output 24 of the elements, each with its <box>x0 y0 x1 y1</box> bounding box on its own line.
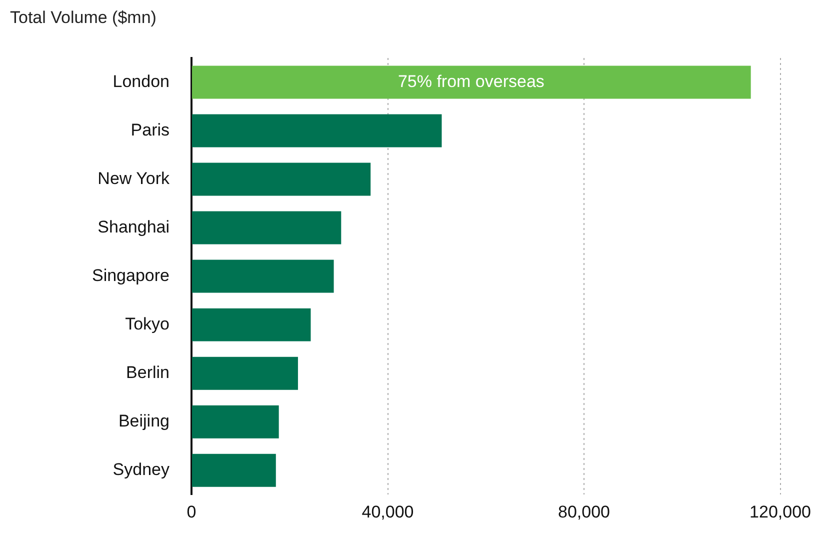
y-tick-label: Singapore <box>92 266 170 285</box>
x-tick-label: 120,000 <box>750 502 811 522</box>
chart-title: Total Volume ($mn) <box>10 8 156 28</box>
y-tick-label: Tokyo <box>125 314 170 334</box>
bar <box>192 260 334 293</box>
y-tick-label: London <box>112 72 170 91</box>
bar <box>192 162 371 196</box>
bar <box>192 66 751 99</box>
bar <box>192 114 442 148</box>
annotation: 75% from overseas <box>398 72 544 91</box>
y-tick-label: Paris <box>130 120 170 140</box>
bar <box>192 405 279 438</box>
bar <box>192 308 311 342</box>
bar <box>192 211 342 244</box>
y-tick-label: Beijing <box>118 412 170 431</box>
y-tick-label: New York <box>98 168 170 188</box>
x-tick-label: 80,000 <box>558 502 610 522</box>
y-tick-label: Shanghai <box>98 217 170 236</box>
bar <box>192 454 276 487</box>
x-tick-label: 0 <box>186 502 196 522</box>
y-tick-label: Sydney <box>112 460 170 480</box>
x-tick-label: 40,000 <box>362 502 414 522</box>
y-tick-label: Berlin <box>126 363 170 382</box>
bar <box>192 356 298 390</box>
